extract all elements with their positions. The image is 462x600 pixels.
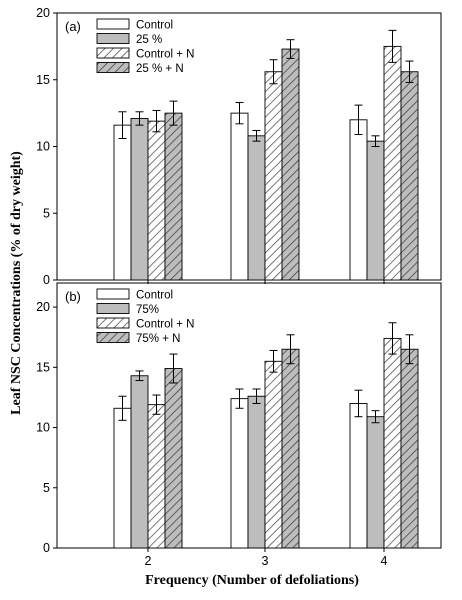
legend-swatch — [96, 288, 130, 300]
bar-hatch-3 — [264, 360, 283, 549]
x-tick-label: 4 — [381, 554, 388, 568]
bar-hatch-2 — [147, 404, 166, 549]
bar-gray-3 — [247, 135, 266, 281]
x-tick-label: 3 — [262, 554, 269, 568]
bar-open-4 — [349, 403, 368, 549]
bar-hatch-gray-4 — [400, 71, 419, 281]
bar-open-3 — [230, 112, 249, 281]
bar-hatch-gray-3 — [281, 348, 300, 549]
legend-label: 75% — [136, 304, 159, 316]
panel-a: 0 5 10 15 20 (a) Control 25 % Control + N 25 % + … — [36, 6, 442, 287]
legend-label: Control — [136, 290, 173, 302]
bar-open-2 — [113, 407, 132, 549]
legend-label: Control — [136, 20, 173, 32]
legend-swatch — [96, 303, 130, 314]
y-tick-label: 15 — [36, 73, 50, 87]
y-tick-label: 5 — [43, 206, 50, 220]
legend-swatch — [96, 62, 130, 73]
bar-gray-2 — [130, 375, 149, 549]
bar-hatch-4 — [383, 337, 402, 549]
y-tick-label: 5 — [43, 481, 50, 495]
bar-gray-2 — [130, 118, 149, 281]
bar-gray-3 — [247, 395, 266, 549]
y-axis-title: Leaf NSC Concentrations (% of dry weight… — [9, 151, 24, 415]
bar-open-2 — [113, 124, 132, 281]
bar-open-3 — [230, 398, 249, 549]
bar-hatch-gray-2 — [164, 368, 183, 549]
bar-hatch-gray-3 — [281, 48, 300, 281]
bar-open-4 — [349, 119, 368, 281]
x-axis-title: Frequency (Number of defoliations) — [145, 573, 359, 588]
legend-swatch — [96, 332, 130, 343]
legend-swatch — [96, 18, 130, 30]
y-tick-label: 20 — [36, 6, 50, 20]
panel-label: (b) — [65, 289, 81, 304]
legend-label: Control + N — [136, 319, 194, 331]
legend-label: 25 % — [136, 34, 162, 46]
bar-hatch-gray-4 — [400, 348, 419, 549]
legend-label: 75% + N — [136, 333, 180, 345]
y-tick-label: 0 — [43, 273, 50, 287]
bar-hatch-gray-2 — [164, 112, 183, 281]
y-tick-label: 10 — [36, 421, 50, 435]
x-tick-label: 2 — [145, 554, 152, 568]
legend-swatch — [96, 33, 130, 44]
y-tick-label: 15 — [36, 360, 50, 374]
legend-label: Control + N — [136, 49, 194, 61]
legend-swatch — [96, 317, 130, 329]
legend-swatch — [96, 47, 130, 59]
y-tick-label: 20 — [36, 300, 50, 314]
bar-hatch-2 — [147, 120, 166, 281]
bar-hatch-3 — [264, 71, 283, 281]
bar-gray-4 — [366, 140, 385, 281]
panel-b: 0 5 10 15 20 2 3 4 (b) Control 75% Control + N 75% +… — [36, 282, 442, 568]
y-tick-label: 10 — [36, 140, 50, 154]
panel-label: (a) — [65, 19, 81, 34]
bar-hatch-4 — [383, 45, 402, 281]
legend-label: 25 % + N — [136, 63, 184, 75]
y-tick-label: 0 — [43, 541, 50, 555]
bar-gray-4 — [366, 416, 385, 549]
